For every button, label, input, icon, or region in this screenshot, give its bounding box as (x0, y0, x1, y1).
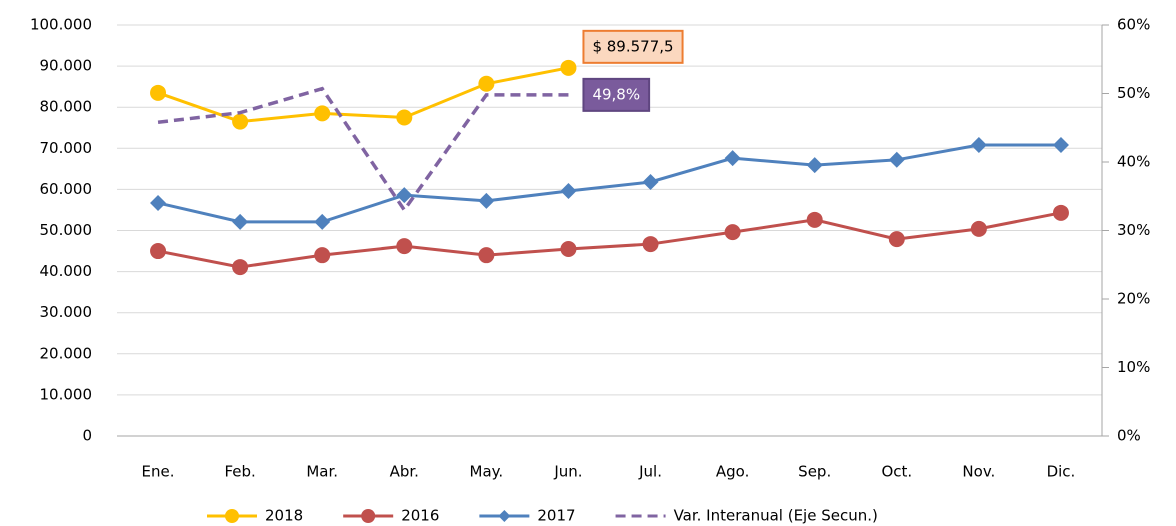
y-tick-label: 10.000 (40, 385, 93, 403)
series-line (157, 211, 1062, 269)
point (1052, 204, 1069, 221)
point (150, 84, 167, 101)
x-tick-label: Mar. (306, 463, 338, 481)
data-label-box (582, 29, 684, 64)
x-tick-label: Feb. (224, 463, 255, 481)
y-tick-label: 40.000 (40, 262, 93, 280)
data-label-text: $ 89.577,5 (592, 37, 673, 55)
point (888, 231, 905, 248)
x-tick-label: Jul. (638, 463, 662, 481)
y2-tick-label: 60% (1117, 16, 1150, 34)
point (232, 213, 249, 230)
point (478, 247, 495, 264)
x-tick-label: Abr. (390, 463, 419, 481)
y2-tick-label: 30% (1117, 221, 1150, 239)
point (888, 151, 905, 168)
y-tick-label: 20.000 (40, 344, 93, 362)
legend-marker (361, 509, 376, 523)
point (232, 259, 249, 276)
point (970, 137, 987, 154)
point (724, 150, 741, 167)
x-tick-label: Dic. (1047, 463, 1076, 481)
data-label: 49,8% (582, 77, 651, 112)
y-tick-label: 0 (82, 427, 92, 445)
y2-tick-label: 50% (1117, 84, 1150, 102)
y2-tick-label: 10% (1117, 358, 1150, 376)
point (478, 192, 495, 209)
data-label: $ 89.577,5 (582, 29, 684, 64)
y-tick-label: 90.000 (40, 57, 93, 75)
point (560, 240, 577, 257)
x-tick-label: Nov. (962, 463, 995, 481)
y-tick-label: 60.000 (40, 180, 93, 198)
x-tick-label: Oct. (881, 463, 912, 481)
legend-label: Var. Interanual (Eje Secun.) (674, 507, 878, 525)
y-tick-label: 80.000 (40, 98, 93, 116)
point (150, 243, 167, 260)
point (970, 220, 987, 237)
y-tick-label: 70.000 (40, 139, 93, 157)
point (396, 109, 413, 126)
legend-label: 2018 (265, 507, 303, 525)
legend-marker (498, 510, 511, 522)
point (478, 75, 495, 92)
point (1052, 137, 1069, 154)
y-tick-label: 50.000 (40, 221, 93, 239)
y2-tick-label: 40% (1117, 153, 1150, 171)
series-line (157, 66, 569, 124)
y-tick-label: 30.000 (40, 303, 93, 321)
y2-tick-label: 0% (1117, 427, 1141, 445)
point (806, 211, 823, 228)
x-tick-label: Ago. (716, 463, 749, 481)
x-tick-label: Ene. (142, 463, 175, 481)
point (396, 238, 413, 255)
y2-tick-label: 20% (1117, 290, 1150, 308)
point (642, 236, 659, 253)
point (314, 105, 331, 122)
point (232, 113, 249, 130)
data-label-text: 49,8% (592, 85, 640, 103)
legend-label: 2017 (537, 507, 575, 525)
legend-marker (225, 509, 239, 523)
point (314, 247, 331, 264)
x-tick-label: May. (470, 463, 504, 481)
series-line (157, 143, 1061, 224)
point (642, 174, 659, 191)
point (806, 157, 823, 174)
point (314, 213, 331, 230)
point (560, 183, 577, 200)
point (396, 187, 413, 204)
point (560, 59, 577, 76)
x-tick-label: Sep. (798, 463, 831, 481)
series-line (157, 86, 569, 214)
legend-label: 2016 (401, 507, 439, 525)
point (724, 224, 741, 241)
x-tick-label: Jun. (553, 463, 582, 481)
data-label-box (582, 77, 651, 112)
y-tick-label: 100.000 (30, 16, 92, 34)
point (150, 194, 167, 211)
